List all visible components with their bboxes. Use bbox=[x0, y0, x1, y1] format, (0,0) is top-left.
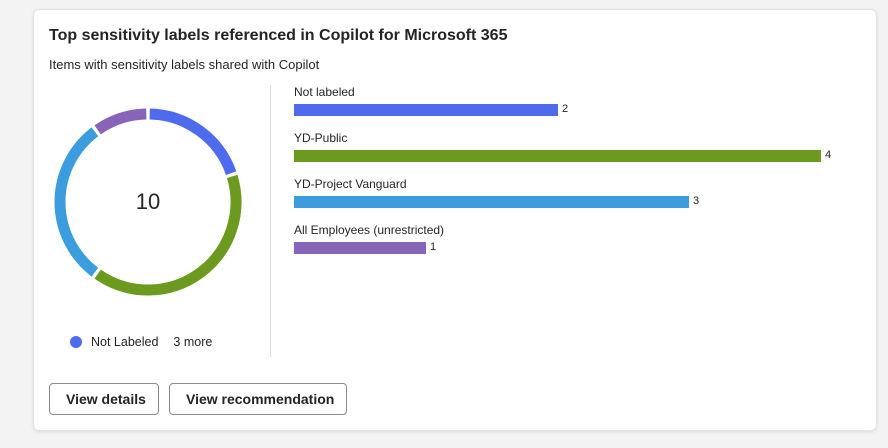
bar-fill[interactable] bbox=[294, 150, 821, 162]
donut-segment[interactable] bbox=[149, 108, 237, 176]
bar-chart: Not labeled 2 YD-Public 4 YD-Project Vanguar… bbox=[294, 85, 854, 285]
bar-label: YD-Project Vanguard bbox=[294, 177, 407, 191]
view-details-button[interactable]: View details bbox=[49, 383, 159, 415]
sensitivity-labels-card: Top sensitivity labels referenced in Cop… bbox=[33, 9, 877, 431]
bar-value: 4 bbox=[825, 149, 832, 161]
donut-legend: Not Labeled 3 more bbox=[70, 335, 212, 349]
legend-label: Not Labeled bbox=[91, 335, 159, 349]
donut-segment[interactable] bbox=[54, 127, 99, 277]
bar-fill[interactable] bbox=[294, 104, 558, 116]
bar-track bbox=[294, 150, 821, 162]
bar-fill[interactable] bbox=[294, 242, 426, 254]
bar-label: YD-Public bbox=[294, 131, 348, 145]
donut-total: 10 bbox=[135, 189, 161, 214]
divider bbox=[270, 85, 271, 357]
bar-label: All Employees (unrestricted) bbox=[294, 223, 445, 237]
bar-value: 2 bbox=[562, 103, 569, 115]
bar-track bbox=[294, 196, 821, 208]
donut-segment[interactable] bbox=[94, 108, 147, 135]
bar-label: Not labeled bbox=[294, 85, 355, 99]
bar-value: 1 bbox=[430, 241, 437, 253]
donut-svg bbox=[54, 108, 242, 296]
bar-track bbox=[294, 104, 821, 116]
bar-row[interactable]: All Employees (unrestricted) 1 bbox=[294, 223, 854, 269]
bar-fill[interactable] bbox=[294, 196, 689, 208]
card-title: Top sensitivity labels referenced in Cop… bbox=[49, 27, 508, 44]
bar-row[interactable]: YD-Project Vanguard 3 bbox=[294, 177, 854, 223]
donut-chart[interactable]: 10 bbox=[48, 102, 248, 302]
legend-dot-icon bbox=[70, 336, 82, 348]
card-subtitle: Items with sensitivity labels shared wit… bbox=[49, 57, 320, 72]
bar-track bbox=[294, 242, 821, 254]
donut-segment[interactable] bbox=[94, 174, 242, 296]
bar-row[interactable]: YD-Public 4 bbox=[294, 131, 854, 177]
bar-row[interactable]: Not labeled 2 bbox=[294, 85, 854, 131]
bar-value: 3 bbox=[693, 195, 700, 207]
legend-more-link[interactable]: 3 more bbox=[173, 335, 213, 349]
view-recommendation-button[interactable]: View recommendation bbox=[169, 383, 347, 415]
